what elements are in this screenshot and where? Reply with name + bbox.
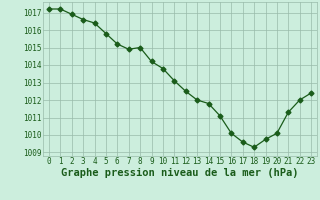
X-axis label: Graphe pression niveau de la mer (hPa): Graphe pression niveau de la mer (hPa)	[61, 168, 299, 178]
